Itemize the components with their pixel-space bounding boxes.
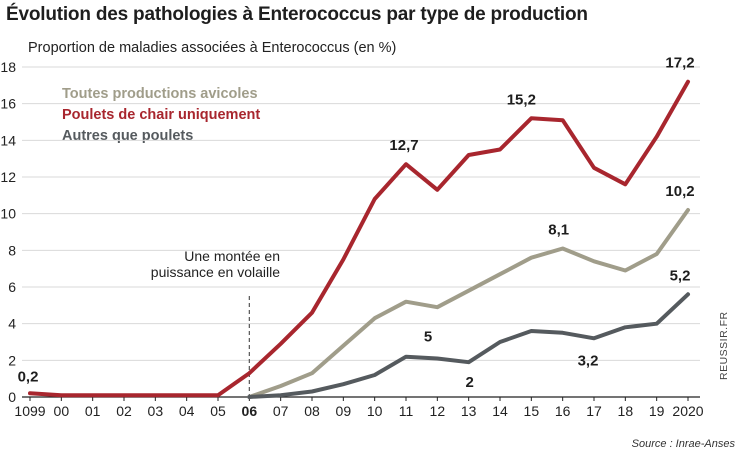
x-tick-label: 12 xyxy=(430,403,446,419)
y-tick-label: 14 xyxy=(0,132,16,148)
x-tick-label: 13 xyxy=(461,403,477,419)
data-label: 10,2 xyxy=(665,183,694,200)
data-label: 12,7 xyxy=(389,137,418,154)
x-tick-label: 15 xyxy=(524,403,540,419)
series-line-2 xyxy=(28,79,690,398)
x-tick-label: 05 xyxy=(210,403,226,419)
x-tick-label: 16 xyxy=(555,403,571,419)
data-label: 5 xyxy=(424,329,432,346)
legend-poulets-de-chair: Poulets de chair uniquement xyxy=(62,107,261,123)
x-tick-label: 18 xyxy=(618,403,634,419)
x-tick-label: 08 xyxy=(304,403,320,419)
x-tick-label: 17 xyxy=(586,403,602,419)
legend-toutes-productions: Toutes productions avicoles xyxy=(62,86,258,102)
data-label: 3,2 xyxy=(578,352,599,369)
y-tick-label: 4 xyxy=(8,316,16,332)
data-label: 15,2 xyxy=(507,91,536,108)
x-tick-label: 07 xyxy=(273,403,289,419)
chart-title: Évolution des pathologies à Enterococcus… xyxy=(6,4,588,25)
x-tick-label: 10 xyxy=(367,403,383,419)
x-tick-label: 03 xyxy=(148,403,164,419)
annotation-text: Une montée en puissance en volaille xyxy=(150,248,280,280)
y-tick-label: 10 xyxy=(0,206,16,222)
data-label: 0,2 xyxy=(18,368,39,385)
x-tick-label: 02 xyxy=(116,403,132,419)
y-tick-label: 16 xyxy=(0,96,16,112)
data-label: 8,1 xyxy=(548,222,569,239)
x-tick-label: 04 xyxy=(179,403,195,419)
x-tick-label: 06 xyxy=(242,403,258,419)
y-axis-label: Proportion de maladies associées à Enter… xyxy=(28,40,397,56)
y-tick-label: 8 xyxy=(8,242,16,258)
data-label: 5,2 xyxy=(670,267,691,284)
x-tick-label: 2020 xyxy=(672,403,703,419)
y-tick-label: 2 xyxy=(8,352,16,368)
y-tick-label: 6 xyxy=(8,279,16,295)
x-tick-label: 14 xyxy=(492,403,508,419)
x-tick-label: 19 xyxy=(649,403,665,419)
x-tick-label: 1099 xyxy=(14,403,45,419)
x-tick-label: 09 xyxy=(336,403,352,419)
y-tick-label: 18 xyxy=(0,59,16,75)
x-tick-label: 00 xyxy=(54,403,70,419)
y-tick-label: 0 xyxy=(8,389,16,405)
source-text: Source : Inrae-Anses xyxy=(631,438,735,450)
data-label: 2 xyxy=(465,374,473,391)
x-tick-label: 11 xyxy=(399,403,414,419)
series-line-3 xyxy=(247,292,690,399)
x-tick-label: 01 xyxy=(85,403,101,419)
data-label: 17,2 xyxy=(665,55,694,72)
series-line-1 xyxy=(247,208,690,399)
credit-text: REUSSIR.FR xyxy=(718,311,730,380)
y-tick-label: 12 xyxy=(0,169,16,185)
